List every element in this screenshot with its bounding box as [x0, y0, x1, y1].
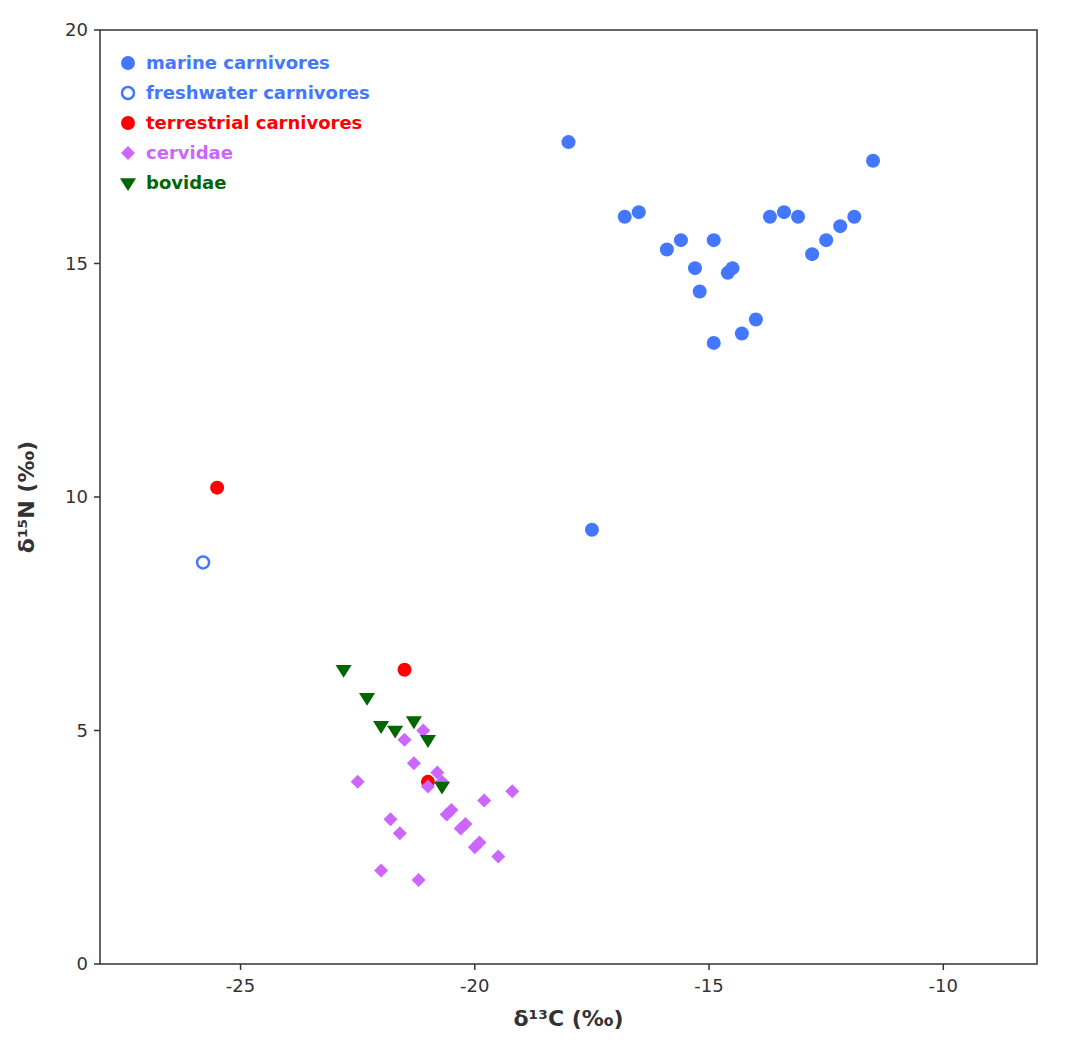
point: [434, 782, 450, 795]
point: [477, 794, 491, 808]
legend-marker: [121, 56, 135, 70]
x-axis-label: δ¹³C (‰): [514, 1006, 624, 1031]
point: [373, 721, 389, 734]
point: [505, 784, 519, 798]
x-tick: [943, 964, 945, 970]
point: [632, 205, 646, 219]
y-tick: [94, 730, 100, 732]
y-axis-label: δ¹⁵N (‰): [14, 441, 39, 553]
point: [210, 481, 224, 495]
legend-label: marine carnivores: [146, 52, 330, 73]
chart: -25 -20 -15 -10 0 5 10 15 20 δ¹³C (‰) δ¹⁵N (‰) mari…: [0, 0, 1067, 1054]
point: [491, 850, 505, 864]
point: [749, 313, 763, 327]
y-tick-label: 20: [65, 19, 88, 40]
y-tick: [94, 496, 100, 498]
y-tick-label: 0: [77, 953, 88, 974]
x-tick: [708, 964, 710, 970]
point: [454, 822, 468, 836]
y-tick-label: 10: [65, 486, 88, 507]
y-tick-label: 15: [65, 253, 88, 274]
point: [398, 663, 412, 677]
point: [833, 219, 847, 233]
point: [847, 210, 861, 224]
points: [197, 135, 880, 887]
point: [197, 556, 209, 568]
point: [406, 716, 422, 729]
point: [407, 756, 421, 770]
point: [660, 242, 674, 256]
legend-label: bovidae: [146, 172, 226, 193]
point: [421, 780, 435, 794]
plot-frame: [100, 30, 1037, 964]
point: [805, 247, 819, 261]
point: [725, 261, 739, 275]
point: [336, 665, 352, 678]
y-tick: [94, 29, 100, 31]
point: [440, 808, 454, 822]
legend-label: terrestrial carnivores: [146, 112, 362, 133]
point: [387, 726, 403, 739]
point: [472, 836, 486, 850]
point: [374, 864, 388, 878]
legend-marker: [122, 87, 134, 99]
point: [359, 693, 375, 706]
point: [707, 336, 721, 350]
point: [393, 826, 407, 840]
point: [707, 233, 721, 247]
point: [866, 154, 880, 168]
point: [398, 733, 412, 747]
point: [763, 210, 777, 224]
point: [819, 233, 833, 247]
legend-label: freshwater carnivores: [146, 82, 370, 103]
y-tick: [94, 263, 100, 265]
x-tick-label: -20: [460, 975, 489, 996]
legend-marker: [121, 116, 135, 130]
point: [562, 135, 576, 149]
x-tick-label: -25: [226, 975, 255, 996]
x-tick-label: -15: [694, 975, 723, 996]
point: [735, 327, 749, 341]
x-tick: [474, 964, 476, 970]
point: [618, 210, 632, 224]
y-tick-label: 5: [77, 720, 88, 741]
point: [777, 205, 791, 219]
legend-marker: [121, 146, 135, 160]
point: [412, 873, 426, 887]
point: [383, 812, 397, 826]
point: [688, 261, 702, 275]
legend-label: cervidae: [146, 142, 233, 163]
point: [585, 523, 599, 537]
y-tick: [94, 963, 100, 965]
point: [693, 285, 707, 299]
point: [674, 233, 688, 247]
x-tick: [240, 964, 242, 970]
x-tick-label: -10: [929, 975, 958, 996]
legend: marine carnivores freshwater carnivores te…: [120, 52, 370, 193]
legend-marker: [120, 178, 136, 191]
point: [351, 775, 365, 789]
point: [791, 210, 805, 224]
point: [420, 735, 436, 748]
